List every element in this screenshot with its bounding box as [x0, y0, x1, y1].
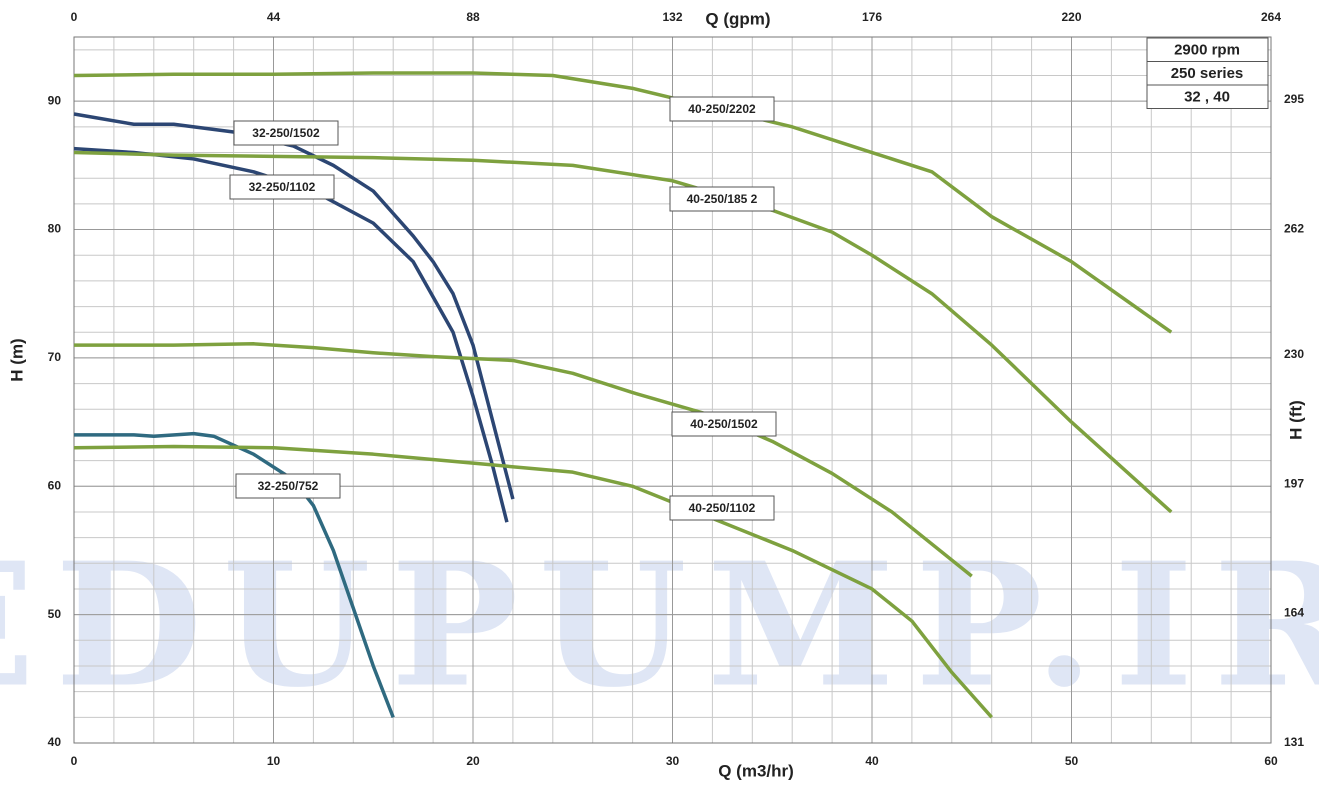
x-tick-label: 40 — [865, 754, 879, 768]
curve — [73, 146, 509, 523]
curve-label-box — [669, 186, 775, 212]
x-tick-label: 0 — [71, 754, 78, 768]
curve — [74, 431, 395, 718]
curve-label: 40-250/1502 — [690, 417, 758, 431]
curve — [73, 71, 1173, 334]
y2-tick-label: 197 — [1284, 476, 1304, 490]
curve-label-box — [235, 473, 341, 499]
x2-tick-label: 264 — [1261, 10, 1281, 24]
y2-tick-label: 262 — [1284, 221, 1304, 235]
curve-label-box — [669, 96, 775, 122]
x2-axis-title: Q (gpm) — [705, 9, 770, 28]
curve-label: 40-250/2202 — [688, 102, 756, 116]
y-tick-label: 40 — [48, 735, 62, 749]
y2-tick-label: 164 — [1284, 606, 1304, 620]
x-axis-title: Q (m3/hr) — [718, 761, 794, 780]
curve — [74, 342, 973, 578]
y2-tick-label: 295 — [1284, 92, 1304, 106]
x2-tick-label: 0 — [71, 10, 78, 24]
y2-axis-title: H (ft) — [1286, 400, 1305, 440]
x2-tick-label: 220 — [1061, 10, 1081, 24]
x-tick-label: 50 — [1065, 754, 1079, 768]
y-tick-label: 50 — [48, 607, 62, 621]
plot-frame — [73, 36, 1272, 744]
y2-tick-label: 230 — [1284, 347, 1304, 361]
x-tick-label: 10 — [267, 754, 281, 768]
x2-tick-label: 132 — [662, 10, 682, 24]
info-text: 2900 rpm — [1174, 41, 1240, 58]
info-text: 32 , 40 — [1184, 88, 1230, 105]
curve — [73, 112, 515, 500]
info-box — [1146, 84, 1269, 109]
watermark: EDUPUMP.IR — [0, 526, 1319, 726]
curve-label: 32-250/752 — [258, 479, 319, 493]
curve-label: 40-250/1102 — [689, 501, 756, 515]
y-axis-title: H (m) — [7, 338, 26, 381]
x2-tick-label: 44 — [267, 10, 281, 24]
y-tick-label: 60 — [48, 478, 62, 492]
y-tick-label: 90 — [48, 93, 62, 107]
y-tick-label: 80 — [48, 222, 62, 236]
curve-label-box — [233, 120, 339, 146]
x-tick-label: 30 — [666, 754, 680, 768]
curve-label: 32-250/1502 — [252, 126, 320, 140]
x2-tick-label: 176 — [862, 10, 882, 24]
curve-label-box — [671, 411, 777, 437]
curve-label: 32-250/1102 — [249, 180, 316, 194]
curve — [73, 444, 994, 719]
curve-label-box — [229, 174, 335, 200]
y-tick-label: 70 — [48, 350, 62, 364]
x-tick-label: 20 — [466, 754, 480, 768]
curve-label-box — [669, 495, 775, 521]
info-text: 250 series — [1171, 65, 1244, 82]
curve-label: 40-250/185 2 — [687, 192, 758, 206]
x-tick-label: 60 — [1264, 754, 1278, 768]
y2-tick-label: 131 — [1284, 735, 1304, 749]
x2-tick-label: 88 — [466, 10, 480, 24]
